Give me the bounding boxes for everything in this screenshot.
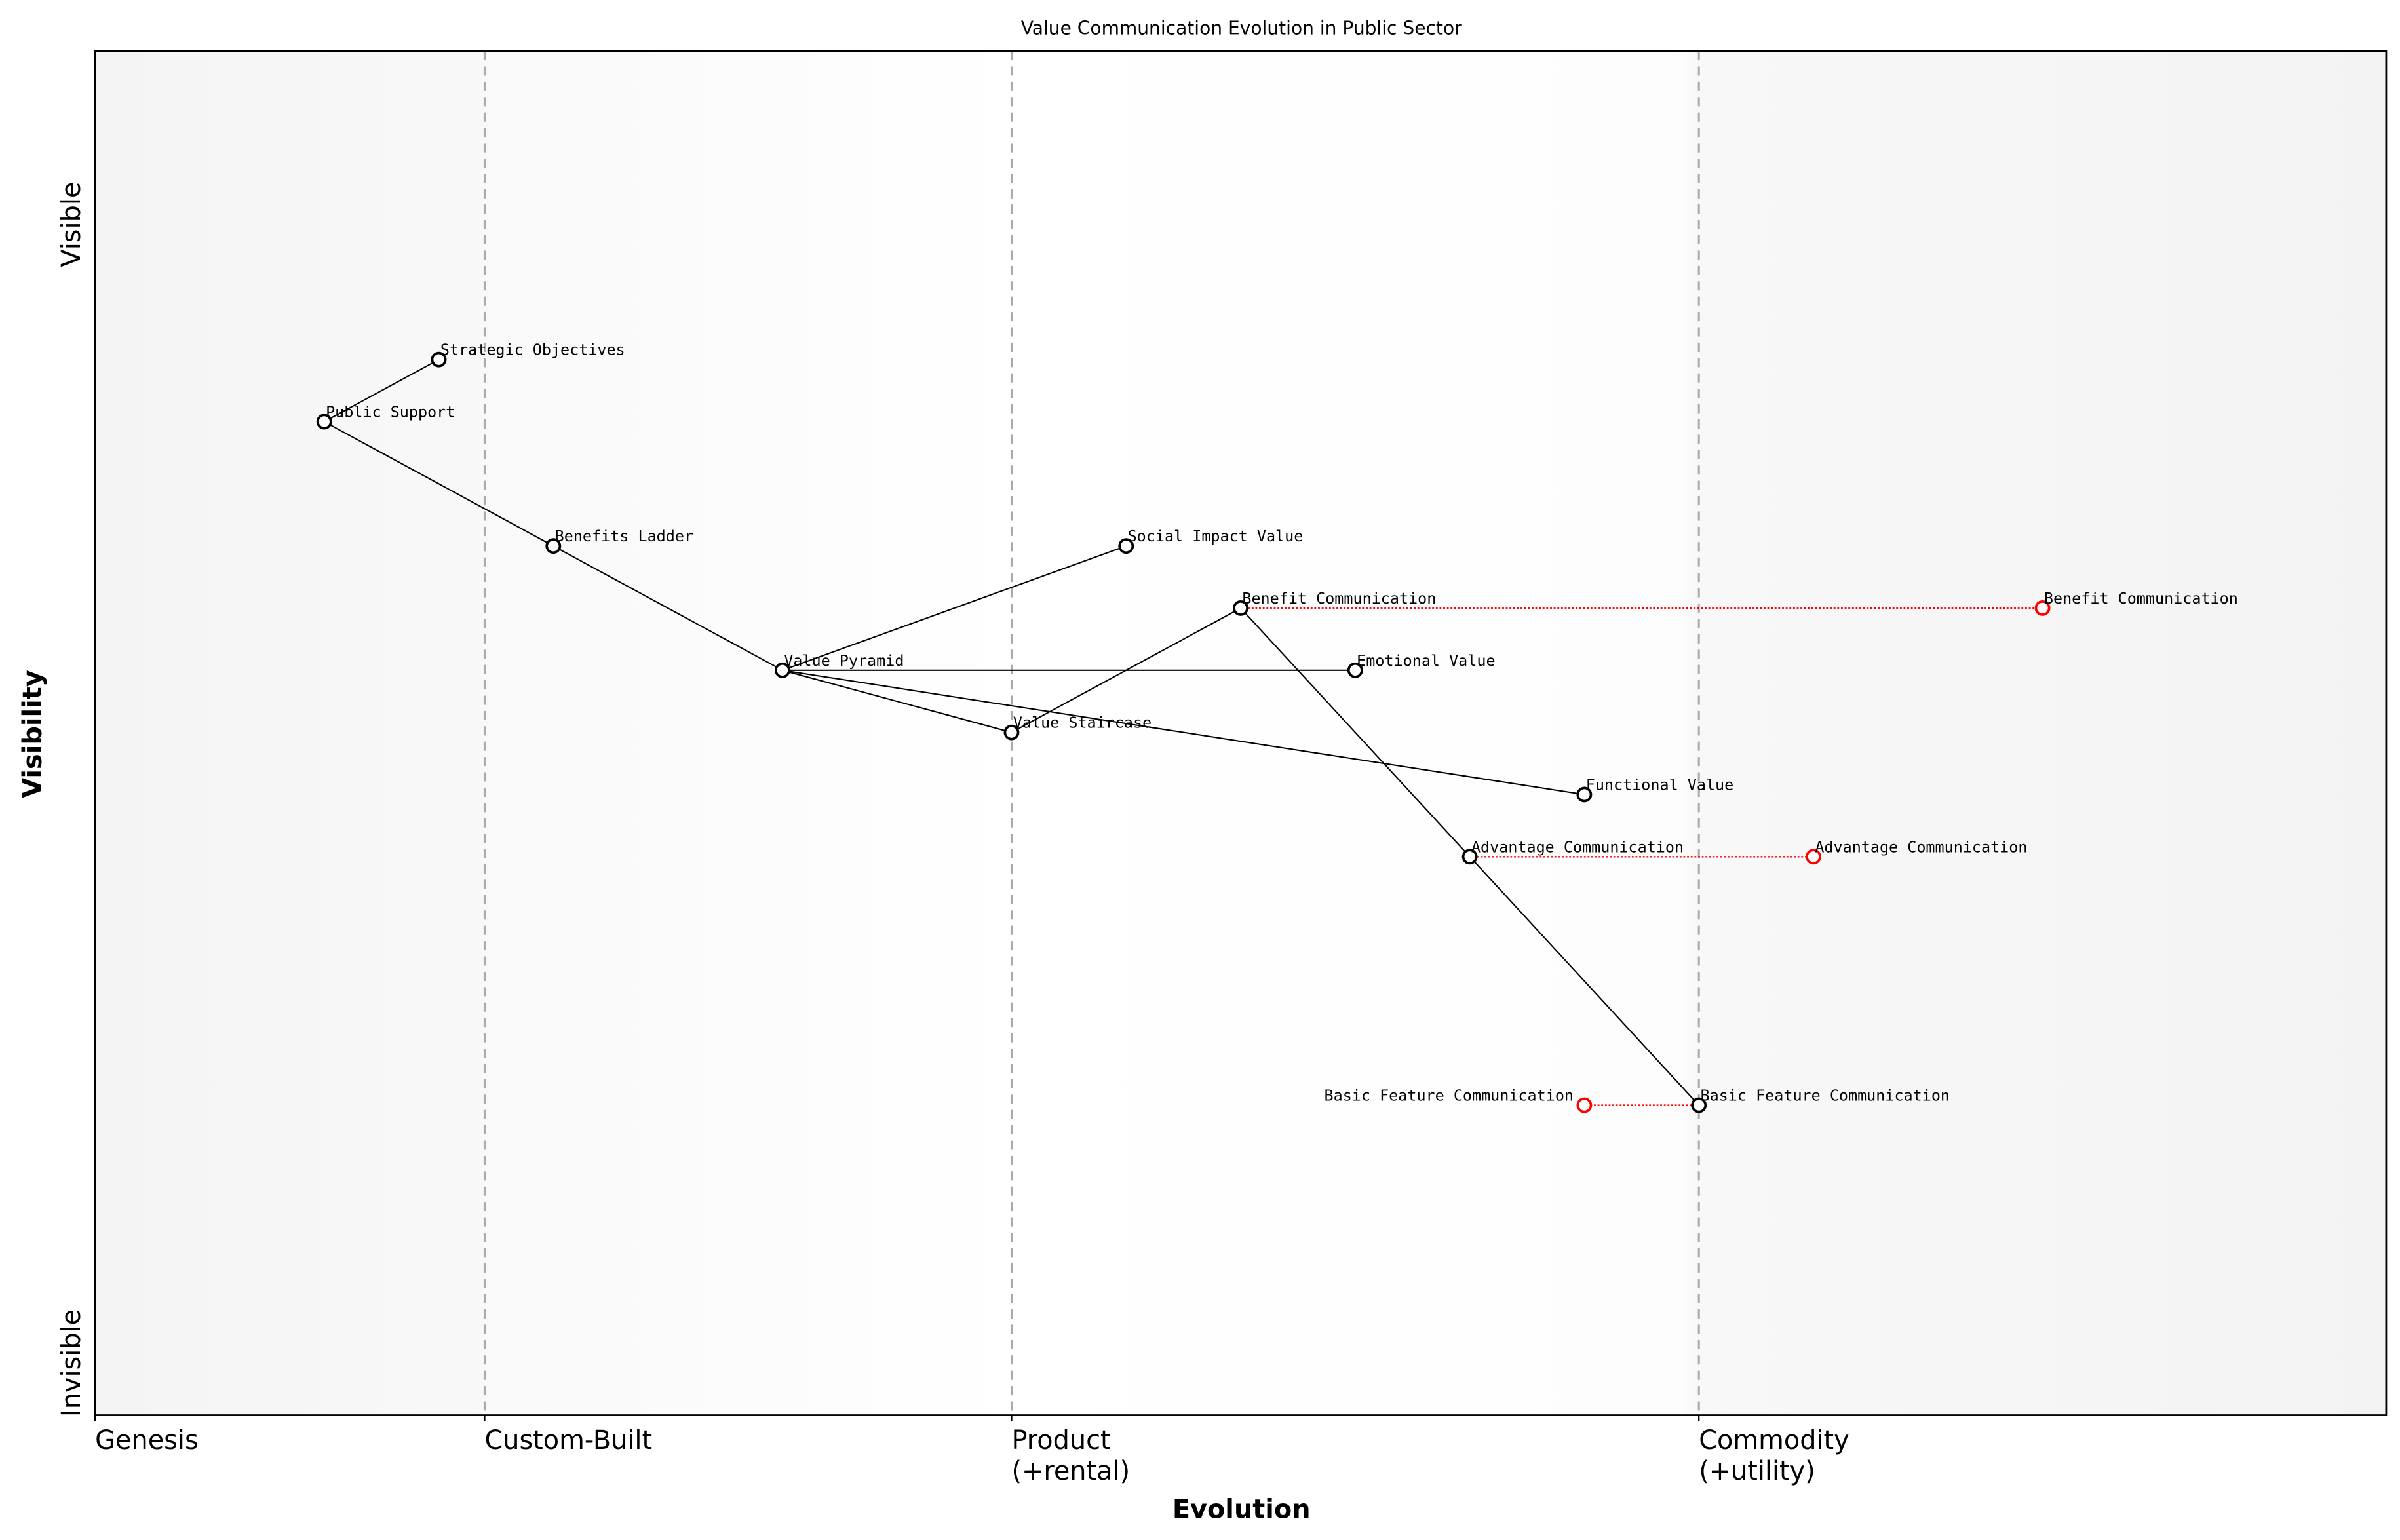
- component-label: Value Staircase: [1013, 714, 1152, 732]
- x-axis-label: Evolution: [1172, 1494, 1311, 1524]
- y-axis-bottom-label: Invisible: [56, 1309, 87, 1417]
- x-tick-label: Commodity: [1699, 1425, 1849, 1455]
- component-label: Social Impact Value: [1128, 527, 1304, 545]
- dependency-link: [1011, 607, 1241, 733]
- component-label: Basic Feature Communication: [1701, 1087, 1950, 1105]
- x-tick-label: Genesis: [95, 1425, 199, 1455]
- component-label: Strategic Objectives: [440, 341, 625, 359]
- component-node: [431, 351, 447, 368]
- component-label: Benefits Ladder: [555, 527, 693, 545]
- evolved-component-node: [1576, 1097, 1593, 1113]
- component-node: [1118, 538, 1134, 554]
- x-tick-label: Custom-Built: [484, 1425, 652, 1455]
- chart-title: Value Communication Evolution in Public …: [1021, 17, 1462, 39]
- evolved-component-node: [1806, 849, 1821, 865]
- dependency-link: [324, 421, 554, 547]
- component-label: Value Pyramid: [784, 651, 904, 670]
- component-node: [545, 538, 562, 554]
- component-label: Public Support: [326, 402, 455, 421]
- component-label: Benefit Communication: [1242, 589, 1436, 607]
- dependency-link: [782, 669, 1585, 796]
- evolved-component-label: Advantage Communication: [1815, 837, 2027, 856]
- component-node: [1576, 786, 1593, 803]
- component-node: [1233, 600, 1248, 616]
- dependency-link: [552, 545, 783, 671]
- evolved-component-label: Benefit Communication: [2044, 589, 2238, 607]
- y-axis-label: Visibility: [18, 670, 48, 798]
- y-axis-top-label: Visible: [56, 182, 87, 267]
- dependency-link: [1469, 856, 1699, 1106]
- evolved-component-label: Basic Feature Communication: [1325, 1087, 1574, 1105]
- dependency-link: [324, 358, 440, 423]
- component-label: Functional Value: [1586, 775, 1733, 794]
- component-node: [316, 414, 332, 430]
- component-label: Advantage Communication: [1471, 837, 1684, 856]
- dependency-link: [1240, 607, 1471, 858]
- plot-frame: [94, 50, 2388, 1416]
- dependency-link: [782, 545, 1127, 671]
- component-node: [1461, 849, 1478, 865]
- component-node: [1347, 662, 1363, 678]
- x-tick-label: (+utility): [1699, 1456, 1815, 1486]
- component-node: [774, 662, 790, 678]
- plot-background: [95, 51, 2386, 1415]
- evolved-component-node: [2034, 600, 2051, 616]
- component-label: Emotional Value: [1357, 651, 1495, 670]
- x-tick-label: Product: [1011, 1425, 1110, 1455]
- component-node: [1691, 1097, 1707, 1113]
- component-node: [1003, 724, 1020, 741]
- dependency-link: [782, 669, 1012, 733]
- x-tick-label: (+rental): [1011, 1456, 1130, 1486]
